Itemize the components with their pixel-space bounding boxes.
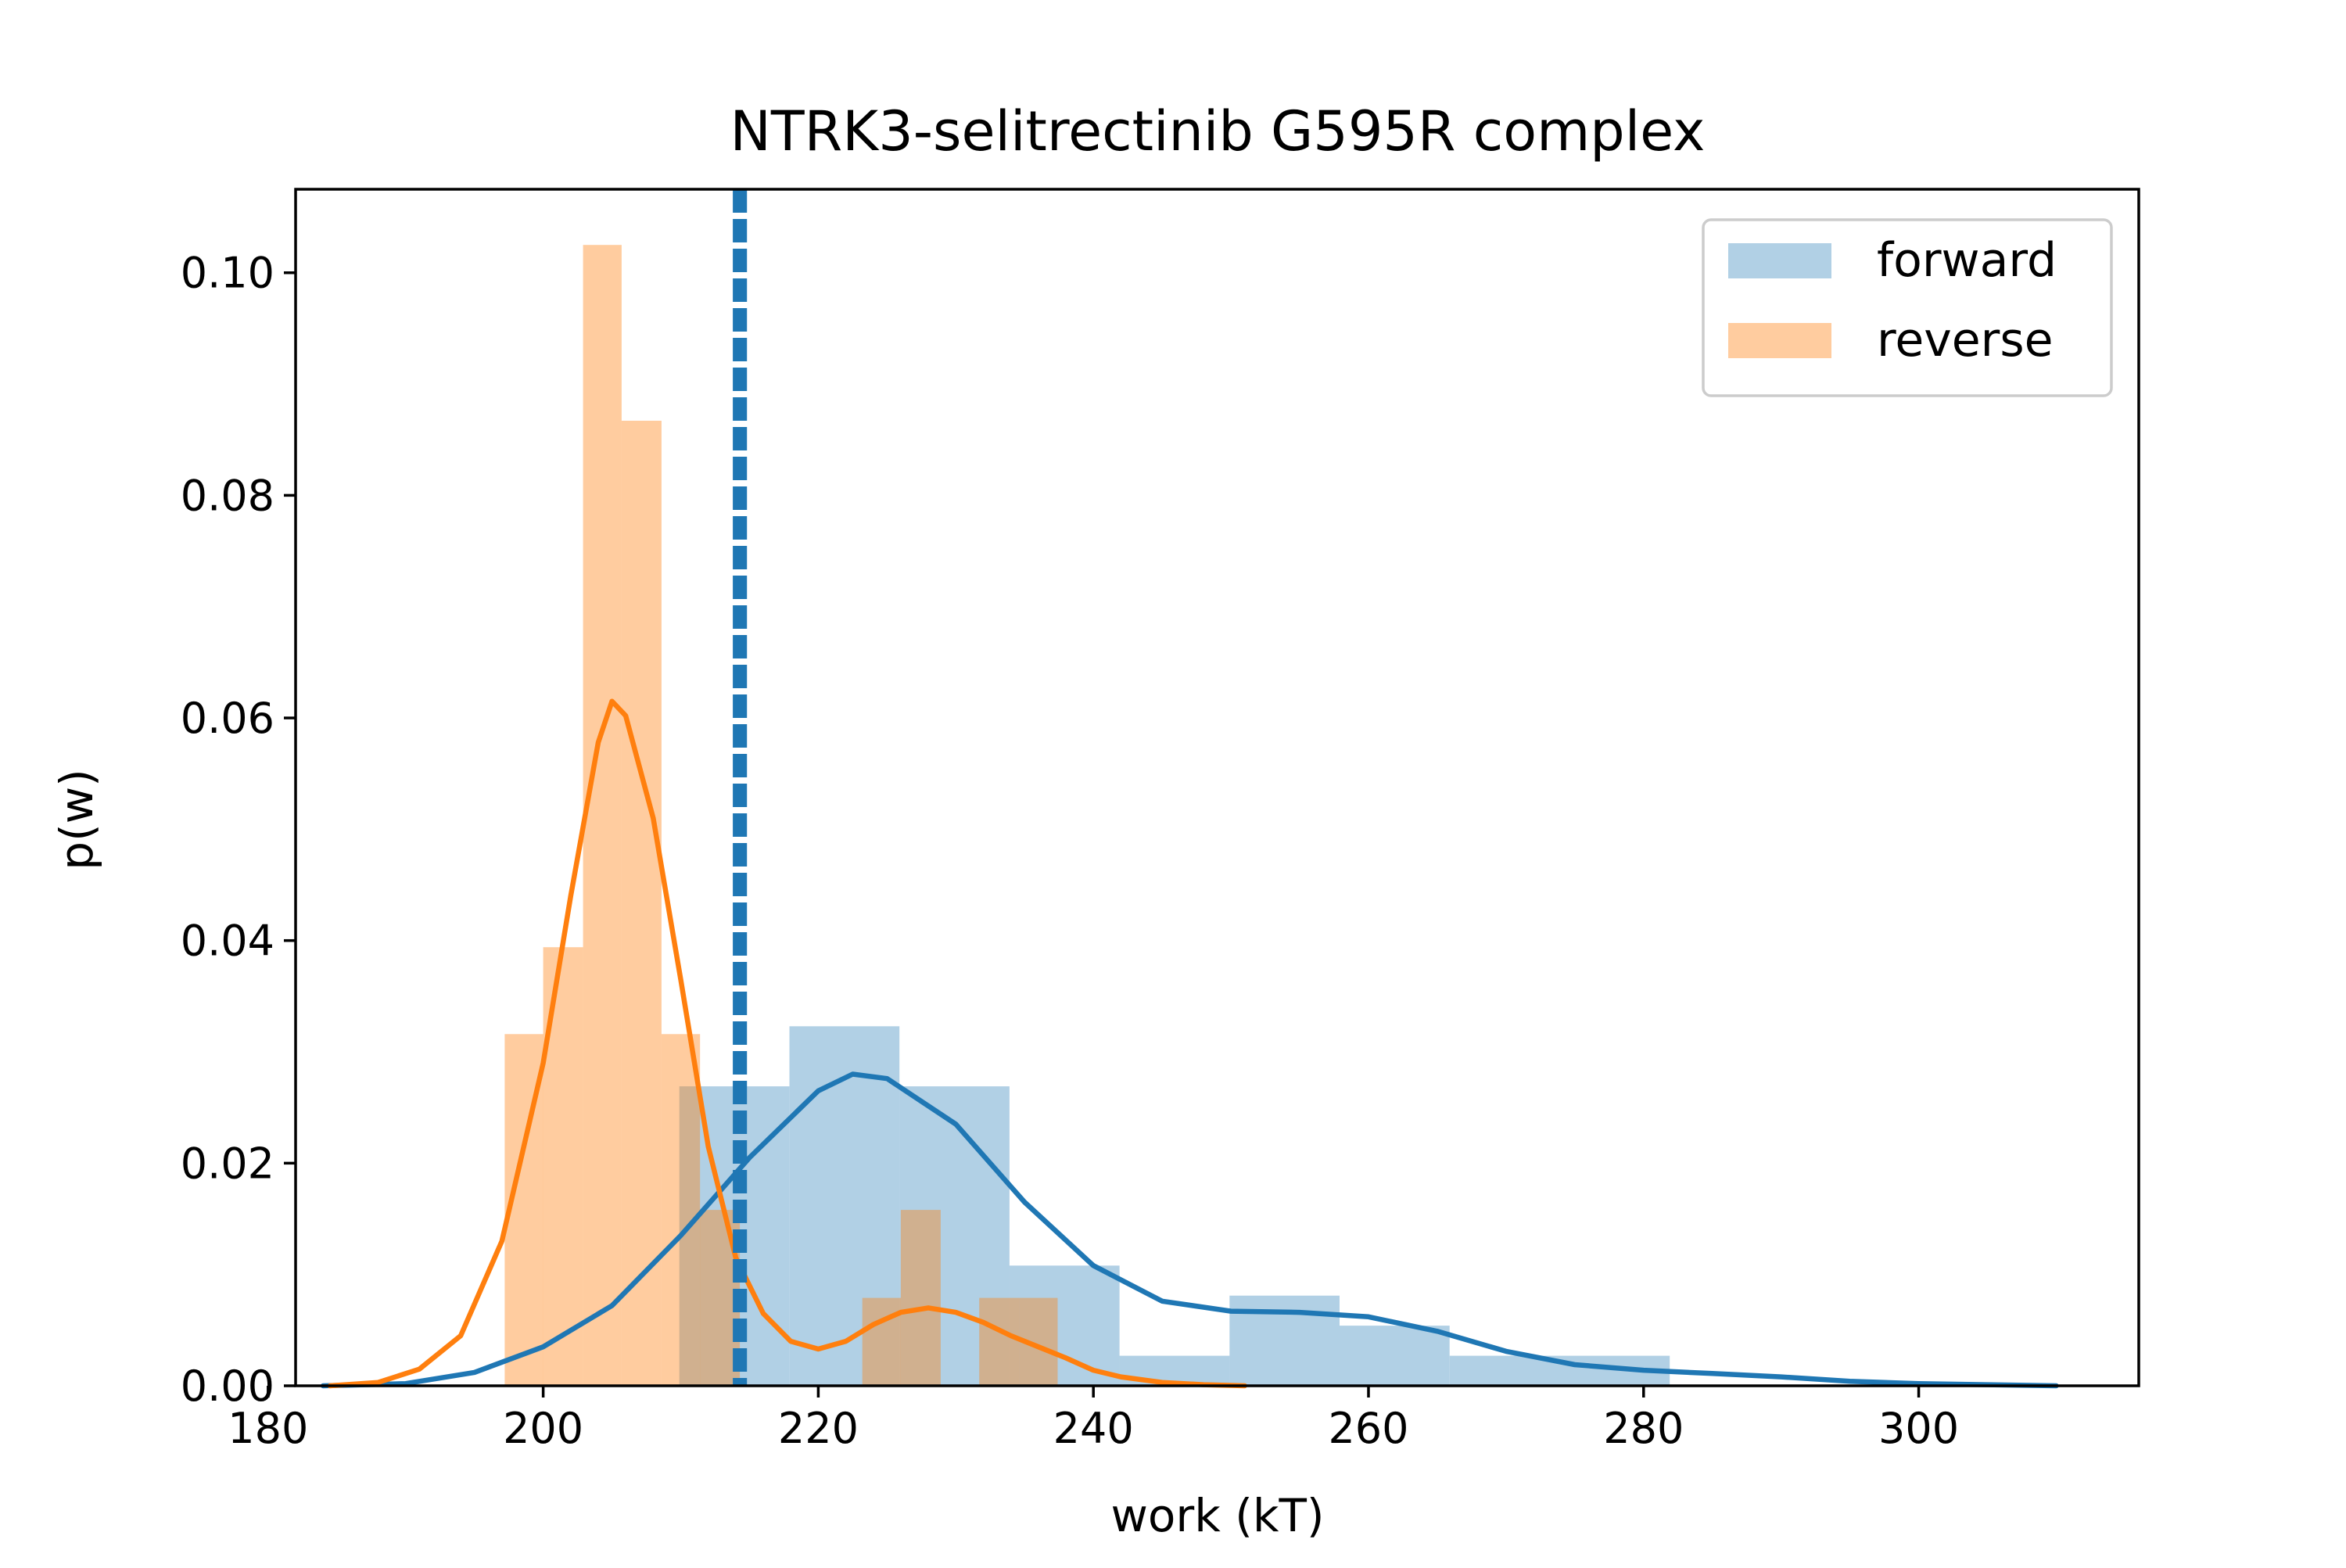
reverse-histogram-bar bbox=[583, 245, 622, 1387]
axes: 180 200 220 240 260 280 300 0.00 0.02 0.04 0.06 0.0… bbox=[181, 188, 2140, 1453]
plot-area bbox=[320, 189, 2059, 1389]
forward-histogram-bar bbox=[789, 1026, 900, 1386]
reverse-histogram-bar bbox=[862, 1297, 901, 1386]
legend-label-forward: forward bbox=[1877, 233, 2057, 288]
y-tick-label: 0.04 bbox=[181, 917, 274, 966]
y-tick-label: 0.08 bbox=[181, 471, 274, 520]
legend-swatch-forward bbox=[1728, 243, 1831, 278]
chart-title: NTRK3-selitrectinib G595R complex bbox=[730, 99, 1706, 163]
y-tick-label: 0.06 bbox=[181, 694, 274, 743]
reverse-histogram-bar bbox=[661, 1034, 701, 1386]
reverse-histogram-bar bbox=[621, 421, 662, 1386]
reverse-kde-curve bbox=[327, 698, 1247, 1389]
plot-frame bbox=[294, 188, 2140, 1387]
forward-histogram-bar bbox=[1449, 1355, 1560, 1386]
forward-histogram-bar bbox=[1340, 1326, 1450, 1386]
forward-histogram-bar bbox=[899, 1086, 1010, 1386]
x-tick-label: 180 bbox=[228, 1404, 308, 1453]
forward-histogram-bar bbox=[1009, 1265, 1120, 1386]
reverse-histogram-bar bbox=[900, 1210, 941, 1386]
legend-swatch-reverse bbox=[1728, 323, 1831, 358]
y-tick-label: 0.02 bbox=[181, 1139, 274, 1188]
reverse-histogram-bar bbox=[979, 1297, 1020, 1386]
x-tick-label: 240 bbox=[1053, 1404, 1134, 1453]
y-tick-label: 0.00 bbox=[181, 1362, 274, 1411]
forward-kde-curve bbox=[320, 1071, 2059, 1389]
legend-label-reverse: reverse bbox=[1877, 313, 2054, 368]
legend: forward reverse bbox=[1702, 218, 2113, 397]
y-axis-label: p(w) bbox=[50, 769, 103, 870]
x-axis-label: work (kT) bbox=[1110, 1489, 1324, 1542]
x-tick-label: 300 bbox=[1878, 1404, 1959, 1453]
y-tick-label: 0.10 bbox=[181, 249, 274, 298]
x-tick-label: 220 bbox=[778, 1404, 859, 1453]
x-tick-label: 200 bbox=[503, 1404, 583, 1453]
x-tick-label: 260 bbox=[1328, 1404, 1408, 1453]
legend-frame bbox=[1702, 218, 2113, 397]
x-tick-label: 280 bbox=[1603, 1404, 1684, 1453]
